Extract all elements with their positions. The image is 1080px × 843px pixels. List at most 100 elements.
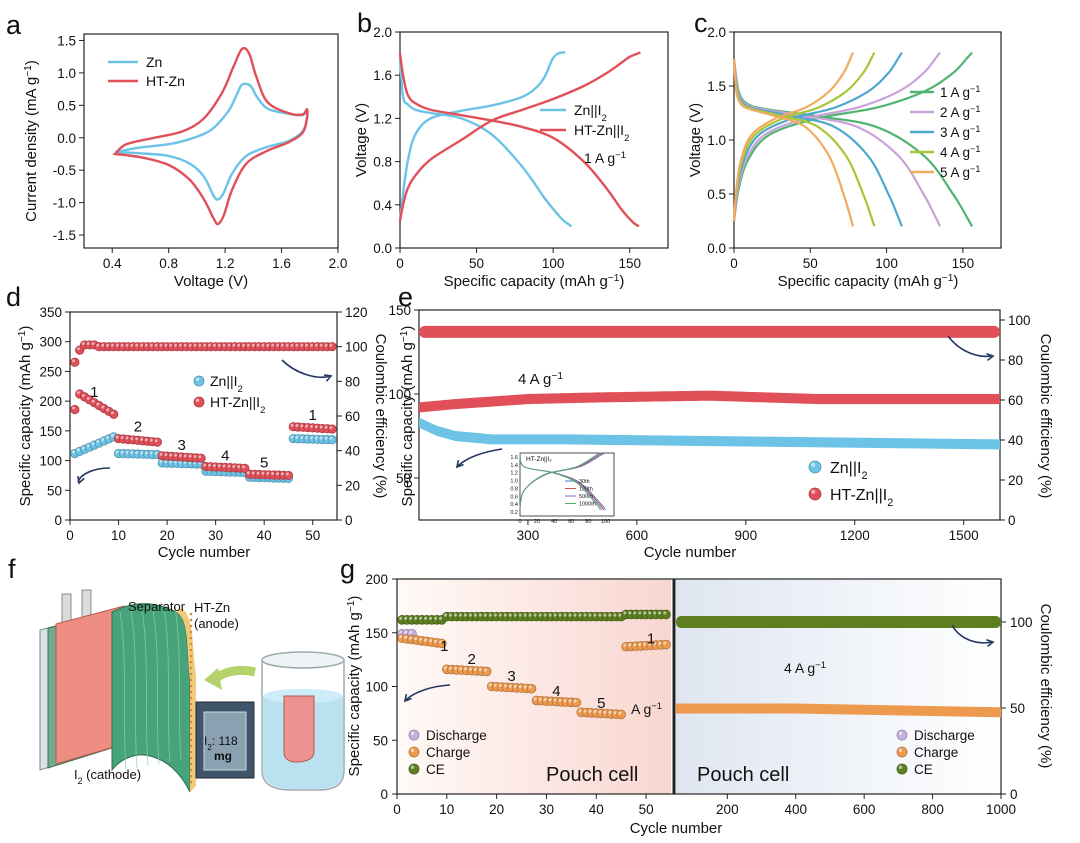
x-tick-label: 100 — [875, 256, 898, 271]
inset-y-tick: 1.2 — [510, 471, 518, 477]
data-point-highlight — [648, 642, 652, 646]
y-tick-label: 50 — [47, 483, 62, 498]
data-point-highlight — [410, 748, 415, 752]
data-point-highlight — [623, 643, 627, 647]
legend-htzn-i2: HT-Zn||I2 — [574, 122, 629, 144]
data-point-highlight — [159, 452, 163, 456]
pouch-cell-title-right: Pouch cell — [697, 764, 789, 786]
data-point-highlight — [169, 453, 173, 457]
data-point-highlight — [419, 616, 423, 620]
data-point-highlight — [96, 440, 100, 444]
x-tick-label: 100 — [542, 256, 565, 271]
d-ylabel-part: Specific capacity (mAh g — [17, 342, 34, 506]
data-point-highlight — [543, 697, 547, 702]
data-point-highlight — [271, 343, 275, 347]
b-xlabel-part: ) — [619, 273, 624, 290]
legend-htzn-i2-part: 2 — [887, 497, 893, 509]
data-point-highlight — [130, 436, 134, 440]
data-point-highlight — [271, 472, 275, 475]
data-point-highlight — [149, 438, 153, 442]
rate-label: 5 — [260, 455, 268, 472]
y2-tick-label: 0 — [1010, 787, 1018, 802]
legend-htzn: HT-Zn — [146, 73, 185, 89]
legend-rate-5: 5 A g−1 — [940, 164, 981, 180]
a-ylabel-part: Current density (mA g — [23, 77, 40, 222]
x-tick-label: 900 — [735, 528, 758, 543]
legend-rate-4-part: 4 A g — [940, 145, 970, 160]
inset-y-tick: 1.4 — [510, 463, 518, 469]
data-point-highlight — [458, 667, 462, 671]
pouch-photo-label-part: I — [204, 734, 207, 748]
data-point-highlight — [81, 393, 85, 397]
data-point-highlight — [414, 616, 418, 620]
data-point-highlight — [608, 613, 612, 617]
data-point-highlight — [463, 667, 467, 671]
e-rate-label: 4 A g−1 — [518, 371, 563, 389]
process-arrow-head — [204, 668, 222, 690]
beaker-rim — [261, 651, 345, 669]
data-point-highlight — [261, 343, 265, 347]
y-tick-label: 150 — [39, 424, 62, 439]
g-xlabel: Cycle number — [630, 820, 723, 837]
data-point-highlight — [232, 464, 236, 468]
inset-x-tick: 60 — [568, 519, 574, 525]
coating-dot — [189, 708, 193, 712]
data-point-highlight — [528, 685, 532, 689]
data-point-highlight — [458, 613, 462, 617]
data-point-highlight — [81, 341, 85, 345]
arrow-head-left — [77, 475, 85, 485]
data-point-highlight — [319, 425, 323, 429]
data-point-highlight — [653, 611, 657, 615]
data-point-highlight — [443, 666, 448, 670]
x-tick-label: 20 — [160, 528, 175, 543]
data-point-highlight — [72, 406, 76, 410]
data-point-highlight — [188, 343, 192, 347]
data-point-highlight — [309, 343, 313, 347]
data-point-highlight — [140, 451, 144, 455]
data-point-highlight — [130, 450, 134, 454]
data-point-highlight — [518, 685, 522, 689]
data-point-highlight — [256, 471, 260, 475]
data-point-highlight — [503, 613, 507, 617]
data-point-highlight — [125, 436, 129, 440]
data-point-highlight — [135, 451, 139, 455]
data-point-highlight — [410, 731, 415, 735]
data-point-highlight — [399, 616, 403, 620]
g-rate-label-part: −1 — [815, 660, 826, 671]
data-point-highlight — [523, 685, 527, 689]
legend-rate-3-part: 3 A g — [940, 125, 970, 140]
data-point-highlight — [483, 668, 487, 672]
data-point-highlight — [898, 748, 903, 752]
data-point-highlight — [653, 642, 657, 646]
x2-tick-label: 600 — [853, 802, 876, 817]
rate-label: 1 — [647, 631, 655, 648]
rate-label: 4 — [552, 683, 560, 700]
legend-dot-htzn-i2 — [193, 396, 205, 408]
data-point-highlight — [478, 668, 482, 672]
data-point-highlight — [898, 731, 903, 735]
coating-dot — [189, 774, 193, 778]
data-point-highlight — [618, 711, 622, 715]
coating-dot — [189, 768, 193, 772]
data-point-highlight — [154, 439, 158, 443]
panel-letter-e: e — [398, 282, 413, 312]
x-tick-label: 0 — [393, 802, 401, 817]
data-point-highlight — [266, 343, 270, 347]
data-point-highlight — [96, 343, 100, 347]
e-ylabel: Specific capacity (mAh g−1) — [399, 326, 417, 507]
data-point-highlight — [468, 667, 472, 671]
data-point-highlight — [453, 613, 458, 617]
data-point-highlight — [658, 641, 662, 645]
htzn-capacity-point — [196, 453, 206, 463]
y-tick-label: 50 — [373, 733, 388, 748]
data-point-highlight — [295, 343, 299, 347]
y2-tick-label: 80 — [345, 374, 360, 389]
legend2-charge: Charge — [914, 745, 958, 760]
data-point-highlight — [533, 613, 537, 617]
data-point-highlight — [603, 710, 607, 714]
gcd-curve-3 — [398, 53, 640, 228]
data-point-highlight — [438, 640, 443, 644]
data-point-highlight — [329, 426, 333, 430]
data-point-highlight — [309, 436, 313, 440]
